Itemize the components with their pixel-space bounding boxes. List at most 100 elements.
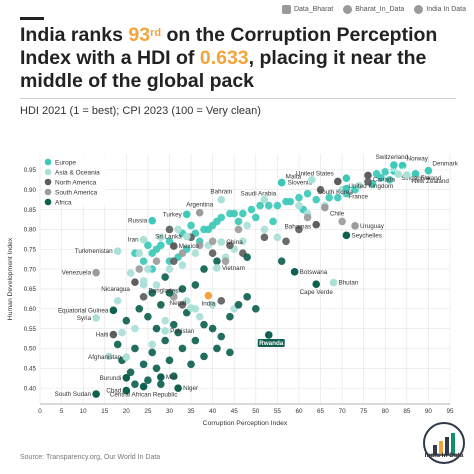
data-point	[303, 189, 312, 198]
point-label: Nicaragua	[101, 286, 130, 293]
x-tick-label: 95	[446, 408, 454, 415]
point-label: Chile	[330, 211, 345, 218]
data-point	[213, 344, 221, 353]
point-label: Slovenia	[288, 180, 313, 187]
data-point	[148, 340, 157, 349]
point-label: Iran	[128, 237, 139, 244]
data-point-new-zealand	[403, 171, 411, 179]
point-label: Bhutan	[338, 280, 358, 287]
x-tick-label: 80	[382, 408, 390, 415]
data-point	[178, 249, 187, 258]
data-point-finland	[411, 170, 420, 178]
x-tick-label: 25	[144, 408, 152, 415]
data-point-turkey	[182, 210, 191, 219]
point-label: United Kingdom	[348, 183, 393, 190]
data-point	[385, 175, 394, 184]
data-point	[221, 257, 230, 265]
data-point	[191, 336, 200, 345]
x-tick-label: 55	[274, 408, 282, 415]
data-point-south-sudan	[92, 390, 100, 398]
data-point-china	[217, 238, 226, 246]
data-point	[148, 249, 157, 258]
data-point	[157, 300, 165, 309]
data-point	[178, 300, 187, 309]
data-point-rwanda	[264, 331, 273, 339]
data-point-denmark	[424, 166, 433, 175]
data-point-central-african-republic	[139, 382, 148, 391]
point-label: Nepal	[170, 300, 186, 307]
data-point-nepal	[187, 304, 195, 312]
social-twitter[interactable]: Bharat_In_Data	[343, 2, 404, 16]
data-point	[269, 217, 277, 226]
data-point	[217, 332, 226, 341]
point-label: United States	[296, 170, 334, 177]
legend-label: North America	[55, 179, 97, 186]
data-point	[200, 352, 208, 361]
point-label: Denmark	[432, 161, 458, 168]
data-point	[144, 241, 152, 250]
legend-marker	[44, 188, 52, 196]
legend-marker	[44, 178, 52, 186]
point-label: Canada	[373, 176, 396, 183]
point-label: Singapore	[401, 175, 430, 182]
title-divider	[20, 98, 456, 99]
data-point	[131, 324, 139, 333]
point-label: New Zealand	[412, 178, 450, 185]
data-point-nicaragua	[131, 278, 139, 286]
data-point	[208, 300, 217, 309]
data-point	[152, 281, 161, 289]
social-facebook[interactable]: India In Data	[414, 2, 466, 16]
x-tick-label: 90	[425, 408, 433, 415]
legend-label: South America	[55, 189, 98, 196]
point-label: Saudi Arabia	[241, 191, 277, 198]
data-point	[381, 168, 390, 176]
y-tick-label: 0.70	[24, 266, 37, 273]
data-point	[243, 253, 251, 261]
data-point	[208, 249, 217, 258]
data-point	[144, 265, 152, 273]
instagram-icon	[281, 4, 291, 14]
data-point	[148, 348, 157, 357]
data-point	[213, 257, 221, 265]
data-point-norway	[398, 161, 407, 170]
data-point-bahrain	[217, 195, 226, 204]
data-point	[191, 281, 200, 289]
data-point	[243, 221, 251, 230]
point-label: Rwanda	[259, 340, 284, 347]
data-point	[325, 193, 333, 202]
data-point-turkmenistan	[113, 247, 122, 256]
data-point-chad	[122, 386, 131, 395]
data-point	[169, 257, 178, 265]
data-point	[131, 344, 139, 353]
data-point	[191, 249, 200, 258]
data-point-bhutan	[329, 278, 338, 287]
data-point	[135, 265, 144, 273]
data-point-botswana	[290, 268, 299, 276]
data-point	[264, 201, 273, 210]
legend-label: Europe	[55, 159, 76, 166]
social-facebook-label: India In Data	[426, 5, 466, 13]
title-rank-number: 93	[128, 24, 151, 46]
data-point-uruguay	[351, 222, 359, 230]
data-point-pakistan	[161, 327, 169, 335]
data-point	[256, 201, 264, 210]
data-point	[148, 289, 157, 297]
social-instagram[interactable]: Data_Bharat	[281, 2, 333, 16]
y-tick-label: 0.65	[24, 286, 37, 293]
data-point-south-korea	[308, 175, 316, 184]
data-point	[165, 289, 174, 297]
data-point	[277, 257, 286, 265]
data-point	[144, 376, 152, 384]
y-tick-label: 0.45	[24, 365, 37, 372]
data-point	[251, 213, 260, 222]
point-label: Malta	[286, 174, 302, 181]
data-point-united-kingdom	[342, 174, 351, 183]
data-point	[178, 261, 187, 269]
data-point-niger	[174, 384, 182, 392]
data-point	[187, 221, 195, 230]
data-point	[333, 193, 342, 202]
data-point-united-states	[333, 177, 342, 186]
data-point-vietnam	[213, 264, 221, 272]
data-point	[131, 380, 139, 388]
x-tick-label: 20	[123, 408, 131, 415]
